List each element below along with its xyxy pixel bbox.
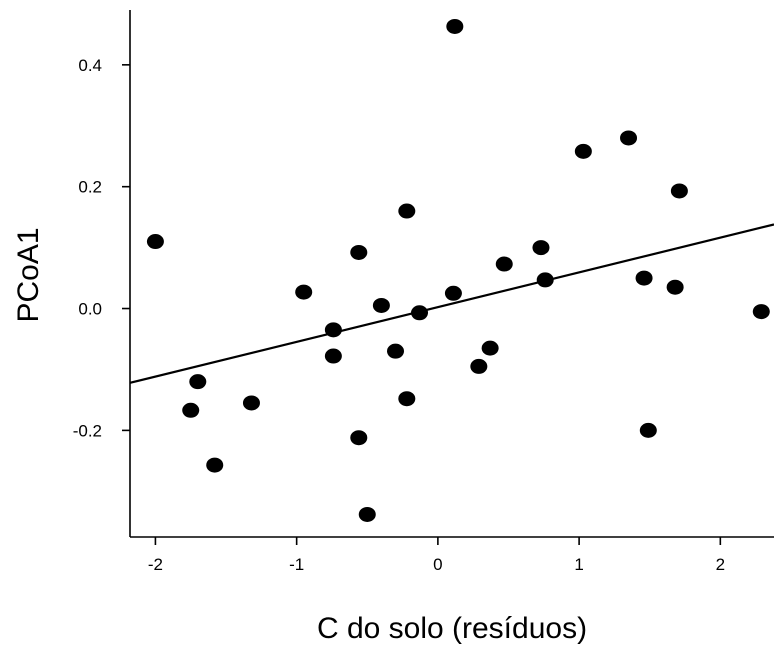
data-point — [446, 18, 464, 34]
data-point — [242, 395, 260, 411]
data-point — [752, 304, 770, 320]
axes — [129, 10, 774, 538]
data-point — [372, 297, 390, 313]
trendline-layer — [129, 223, 774, 384]
x-tick-label: 1 — [574, 555, 583, 574]
ticks-layer: -2 -1 0 1 2 -0.2 0.0 0.2 0.4 — [73, 56, 725, 574]
data-point — [398, 391, 416, 407]
data-point — [206, 457, 224, 473]
data-point — [635, 270, 653, 286]
data-point — [670, 183, 688, 199]
data-point — [387, 343, 405, 359]
x-tick-label: -1 — [289, 555, 304, 574]
data-point — [536, 272, 554, 288]
x-axis-label: C do solo (resíduos) — [317, 612, 587, 645]
x-tick-label: 2 — [716, 555, 725, 574]
y-axis-label: PCoA1 — [12, 227, 45, 322]
y-tick-label: 0.4 — [78, 56, 102, 75]
data-point — [639, 422, 657, 438]
data-point — [470, 358, 488, 374]
data-point — [350, 244, 368, 260]
data-point — [532, 240, 550, 256]
data-point — [358, 506, 376, 522]
data-point — [146, 234, 164, 250]
regression-line — [129, 223, 774, 384]
data-point — [620, 130, 638, 146]
data-point — [350, 430, 368, 446]
data-point — [324, 348, 342, 364]
data-point — [495, 256, 513, 272]
data-point — [574, 143, 592, 159]
data-point — [324, 322, 342, 338]
x-tick-label: -2 — [148, 555, 163, 574]
data-point — [398, 203, 416, 219]
data-point — [444, 285, 462, 301]
data-point — [182, 402, 200, 418]
data-point — [666, 279, 684, 295]
x-tick-label: 0 — [433, 555, 442, 574]
data-point — [189, 374, 207, 390]
y-tick-label: 0.0 — [78, 300, 102, 319]
data-point — [481, 340, 499, 356]
data-point — [295, 284, 313, 300]
data-point — [411, 305, 429, 321]
y-tick-label: -0.2 — [73, 421, 102, 440]
points-layer — [146, 18, 770, 522]
y-tick-label: 0.2 — [78, 178, 102, 197]
